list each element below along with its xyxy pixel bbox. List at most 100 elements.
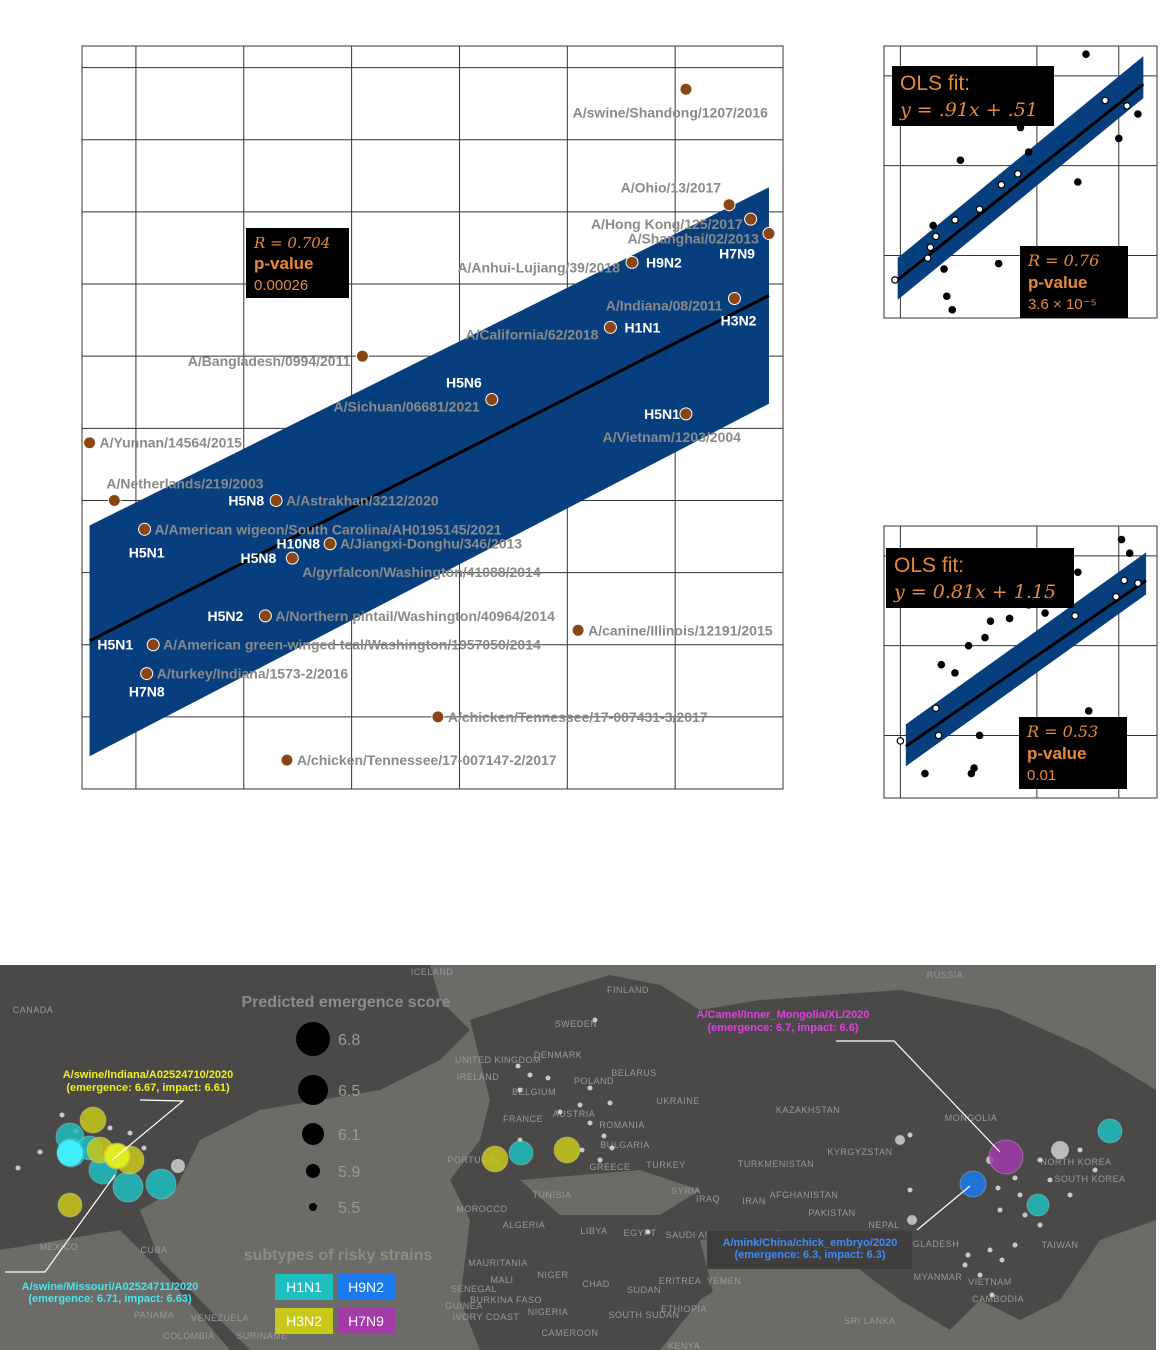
point-label: A/Hong Kong/125/2017 — [591, 216, 743, 232]
subtype-swatch — [275, 1274, 333, 1300]
subtype-swatch-label: H1N1 — [286, 1279, 322, 1295]
point-label: A/Sichuan/06681/2021 — [334, 398, 481, 414]
fit-label: OLS fit: — [900, 72, 970, 95]
strain-dot — [515, 1063, 521, 1069]
data-point — [1082, 50, 1090, 58]
data-point — [951, 216, 959, 224]
size-legend-circle — [302, 1123, 324, 1145]
data-point — [967, 769, 976, 778]
r-value: R = 0.76 — [1027, 251, 1099, 270]
country-label: CAMBODIA — [972, 1294, 1024, 1304]
pvalue-number: 0.01 — [1027, 767, 1056, 784]
point-label: A/swine/Shandong/1207/2016 — [573, 104, 769, 120]
size-legend-circle — [296, 1022, 330, 1056]
country-label: BELGIUM — [512, 1087, 556, 1097]
country-label: SWEDEN — [555, 1019, 598, 1029]
callout-strain: A/Camel/Inner_Mongolia/XL/2020 — [697, 1009, 870, 1021]
country-label: COLOMBIA — [163, 1331, 215, 1341]
point-label: A/American green-winged teal/Washington/… — [163, 637, 541, 653]
data-point — [923, 254, 932, 262]
strain-dot — [597, 1157, 603, 1163]
data-point — [744, 212, 758, 226]
data-point — [986, 617, 995, 626]
data-point — [285, 551, 299, 565]
country-label: VIETNAM — [968, 1277, 1012, 1287]
strain-dot — [977, 1272, 983, 1278]
country-label: IRAN — [742, 1196, 766, 1206]
data-point — [269, 493, 283, 507]
strain-dot — [907, 1132, 913, 1138]
data-point — [1074, 178, 1082, 186]
strain-dot — [579, 1147, 585, 1153]
subtype-label: H5N8 — [241, 550, 277, 566]
strain-dot — [895, 1135, 905, 1145]
country-label: KYRGYZSTAN — [827, 1147, 892, 1157]
data-point — [280, 753, 294, 767]
country-label: KAZAKHSTAN — [776, 1105, 840, 1115]
subtype-label: H5N1 — [129, 544, 165, 560]
data-point — [1117, 535, 1126, 544]
point-label: A/turkey/Indiana/1573-2/2016 — [157, 666, 349, 682]
data-point — [951, 669, 959, 677]
data-point — [762, 227, 776, 241]
country-label: ROMANIA — [599, 1120, 645, 1130]
strain-dot — [1077, 1147, 1083, 1153]
data-point — [896, 737, 905, 745]
size-legend-value: 6.5 — [338, 1083, 360, 1100]
strain-bubble — [988, 1139, 1024, 1175]
subtype-swatch-label: H7N9 — [348, 1313, 384, 1329]
subtype-swatch — [337, 1274, 395, 1300]
size-legend-circle — [309, 1203, 317, 1211]
country-label: IRAQ — [696, 1194, 720, 1204]
data-point — [1134, 110, 1142, 118]
strain-bubble — [145, 1168, 177, 1200]
callout-leader-line — [836, 1040, 1001, 1153]
country-label: IVORY COAST — [453, 1312, 520, 1322]
country-label: PANAMA — [134, 1310, 174, 1320]
data-point — [975, 205, 984, 214]
data-point — [679, 82, 693, 96]
country-label: SAUDI ARABIA — [666, 1230, 735, 1240]
country-label: PAKISTAN — [808, 1208, 855, 1218]
strain-dot — [999, 1257, 1005, 1263]
fit-box: OLS fit: y = .91x + .51 — [892, 66, 1054, 126]
country-label: BULGARIA — [600, 1140, 650, 1150]
confidence-band — [897, 56, 1144, 300]
country-label: UKRAINE — [656, 1096, 700, 1106]
point-label: A/canine/Illinois/12191/2015 — [588, 622, 773, 638]
strain-dot — [545, 1075, 551, 1081]
country-label: GREECE — [589, 1162, 630, 1172]
strain-bubble — [553, 1136, 581, 1164]
strain-bubble — [57, 1192, 83, 1218]
point-label: A/Indiana/08/2011 — [606, 297, 723, 313]
strain-dot — [517, 1087, 523, 1093]
subtype-swatch — [337, 1308, 395, 1334]
small-scatter-chart-top: OLS fit: y = .91x + .51 R = 0.76 p-value 3.6… — [883, 45, 1158, 319]
strain-dot — [587, 1120, 593, 1126]
strain-dot — [59, 1112, 65, 1118]
strain-dot — [989, 1292, 995, 1298]
size-legend-value: 6.1 — [338, 1127, 360, 1144]
subtype-label: H7N8 — [129, 684, 165, 700]
data-point — [603, 320, 617, 334]
strain-dot — [601, 1133, 607, 1139]
country-label: FRANCE — [503, 1114, 543, 1124]
r-value: R = 0.53 — [1026, 722, 1098, 741]
size-legend-circle — [298, 1075, 328, 1105]
strain-dot — [907, 1187, 913, 1193]
country-label: ETHIOPIA — [661, 1304, 707, 1314]
strain-dot — [1067, 1192, 1073, 1198]
callout-strain: A/swine/Missouri/A02524711/2020 — [22, 1281, 199, 1293]
country-label: SURINAME — [236, 1331, 288, 1341]
country-label: PORTUGAL — [447, 1155, 500, 1165]
callout-scores: (emergence: 6.3, impact: 6.3) — [734, 1249, 885, 1261]
data-point — [932, 232, 940, 241]
subtype-swatch-label: H9N2 — [348, 1279, 384, 1295]
subtype-label: H5N8 — [228, 492, 264, 508]
point-label: A/chicken/Tennessee/17-007147-2/2017 — [297, 752, 557, 768]
fit-box: OLS fit: y = 0.81x + 1.15 — [886, 548, 1074, 608]
country-label: FINLAND — [607, 985, 649, 995]
strain-dot — [1047, 1177, 1053, 1183]
strain-dot — [907, 1215, 917, 1225]
